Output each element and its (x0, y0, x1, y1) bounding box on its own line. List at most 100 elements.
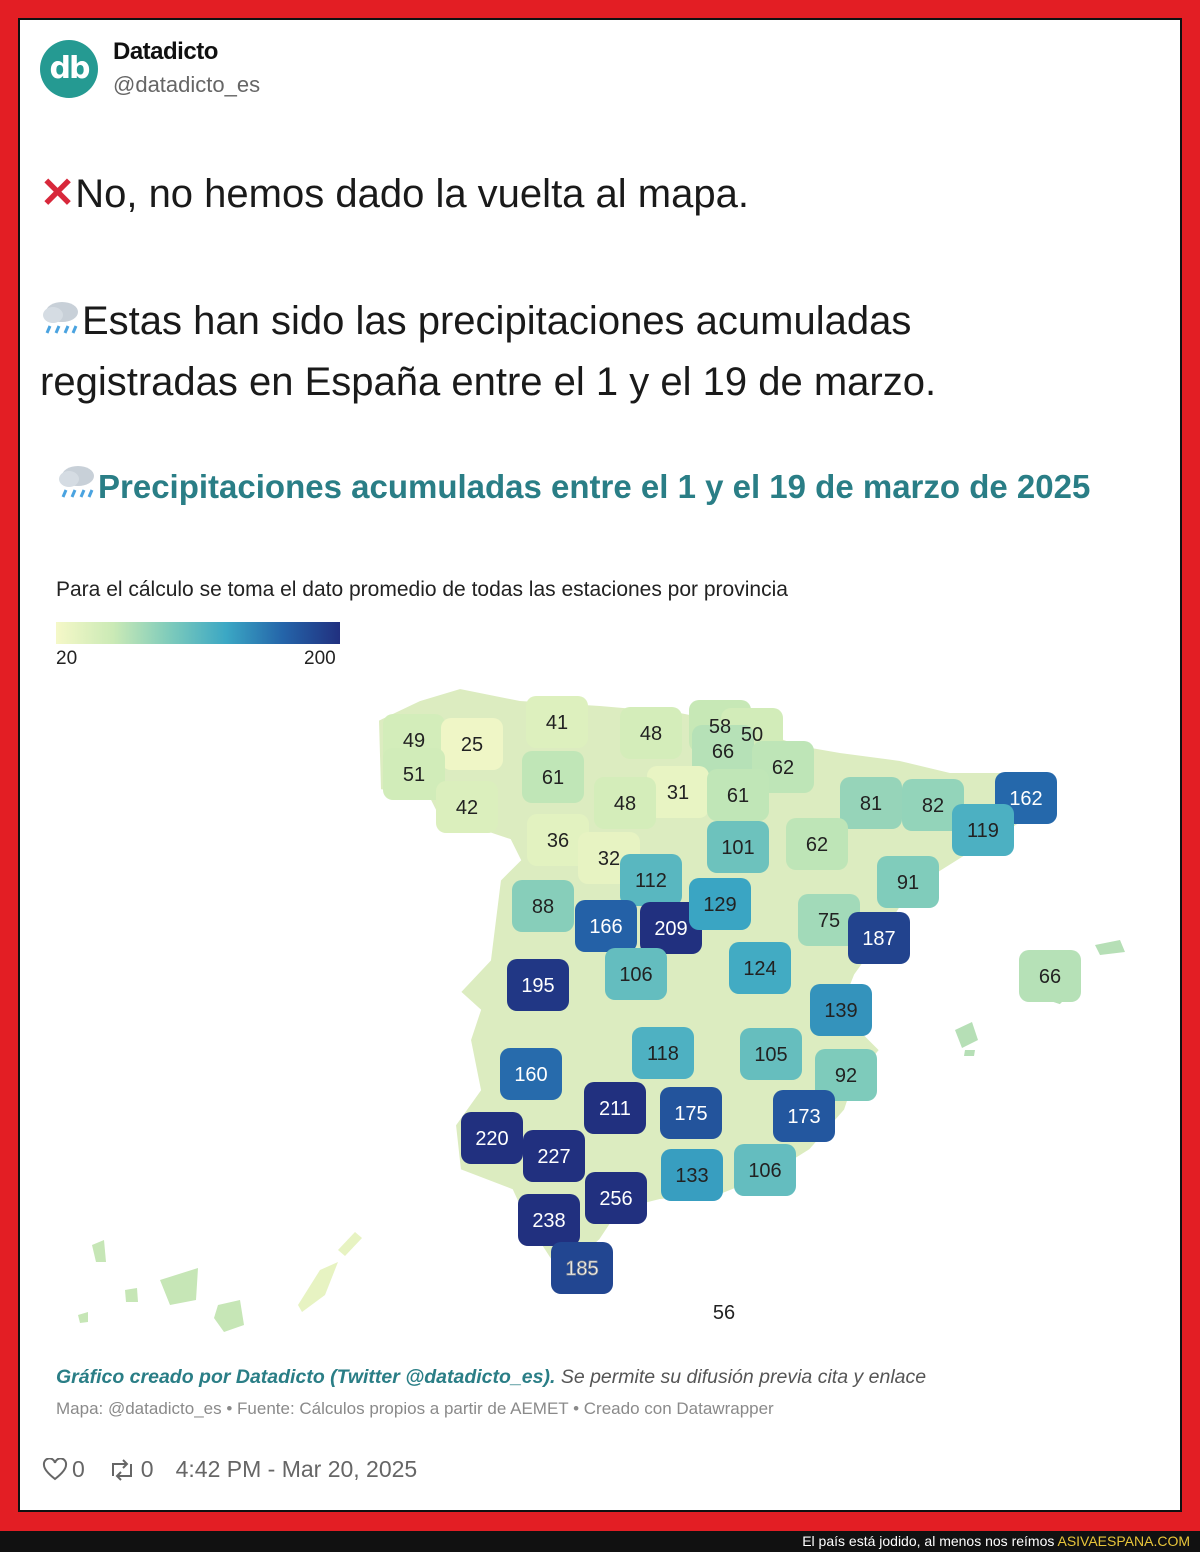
rain-cloud-icon (43, 302, 78, 334)
province-region (518, 1194, 580, 1246)
legend-min-label: 20 (56, 648, 78, 669)
province-region (436, 781, 498, 833)
like-count: 0 (72, 1456, 85, 1482)
heart-icon[interactable] (42, 1457, 68, 1482)
chart-subtitle: Para el cálculo se toma el dato promedio… (56, 578, 788, 601)
region-value-label: 106 (619, 964, 652, 986)
cross-mark-icon: ✕ (40, 169, 76, 216)
province-region (461, 1112, 523, 1164)
region-value-label: 48 (614, 793, 636, 815)
region-value-label: 75 (818, 910, 840, 932)
tweet-timestamp[interactable]: 4:42 PM - Mar 20, 2025 (175, 1456, 418, 1482)
province-region (840, 777, 902, 829)
chart-credit: Gráfico creado por Datadicto (Twitter @d… (56, 1366, 926, 1389)
author-name[interactable]: Datadicto (113, 38, 218, 65)
formentera-island (964, 1050, 975, 1056)
province-region (512, 880, 574, 932)
region-value-label: 106 (748, 1160, 781, 1182)
region-value-label: 133 (675, 1165, 708, 1187)
region-value-label: 82 (922, 795, 944, 817)
province-region (584, 1082, 646, 1134)
canarias-island-2 (78, 1312, 88, 1323)
tweet-text-1: No, no hemos dado la vuelta al mapa. (75, 172, 749, 216)
tweet-line-1: ✕No, no hemos dado la vuelta al mapa. (40, 168, 749, 217)
province-region (585, 1172, 647, 1224)
province-region (773, 1090, 835, 1142)
region-value-label: 32 (598, 848, 620, 870)
province-region (605, 948, 667, 1000)
canarias-island-3 (125, 1288, 138, 1302)
province-region (507, 959, 569, 1011)
region-value-label: 25 (461, 734, 483, 756)
tweet-line-2: Estas han sido las precipitaciones acumu… (40, 298, 911, 344)
rain-cloud-icon (59, 466, 94, 498)
province-region (798, 894, 860, 946)
region-value-label: 36 (547, 830, 569, 852)
tweet-footer: 0 0 4:42 PM - Mar 20, 2025 (42, 1456, 417, 1483)
province-region (383, 748, 445, 800)
region-value-label: 211 (599, 1098, 631, 1120)
region-value-label: 51 (403, 764, 425, 786)
province-region (692, 725, 754, 777)
region-value-label: 238 (532, 1210, 565, 1232)
region-value-label: 81 (860, 793, 882, 815)
region-value-label: 162 (1009, 788, 1042, 810)
province-region (734, 1144, 796, 1196)
province-region (786, 818, 848, 870)
chart-title: Precipitaciones acumuladas entre el 1 y … (56, 462, 1116, 508)
province-region (522, 751, 584, 803)
province-region (632, 1027, 694, 1079)
watermark-banner: El país está jodido, al menos nos reímos… (0, 1531, 1200, 1552)
region-value-label: 105 (754, 1044, 787, 1066)
region-value-label: 50 (741, 724, 763, 746)
banner-site: ASIVAESPANA.COM (1057, 1533, 1190, 1549)
canarias-island-7 (338, 1232, 362, 1256)
region-value-label: 173 (787, 1106, 820, 1128)
region-value-label: 256 (599, 1188, 632, 1210)
region-value-label: 48 (640, 723, 662, 745)
province-region (441, 718, 503, 770)
region-value-label: 91 (897, 872, 919, 894)
region-value-label: 49 (403, 730, 425, 752)
region-value-label: 112 (635, 870, 667, 892)
region-value-label: 166 (589, 916, 622, 938)
author-handle[interactable]: @datadicto_es (113, 72, 261, 97)
province-region (526, 696, 588, 748)
province-region (707, 821, 769, 873)
province-region (647, 766, 709, 818)
region-value-label: 41 (546, 712, 568, 734)
credit-bold-text: Gráfico creado por Datadicto (Twitter @d… (56, 1366, 556, 1388)
region-value-label: 92 (835, 1065, 857, 1087)
chart-source: Mapa: @datadicto_es • Fuente: Cálculos p… (56, 1399, 774, 1418)
province-region (575, 900, 637, 952)
province-region (877, 856, 939, 908)
retweet-count: 0 (140, 1456, 154, 1482)
retweet-icon[interactable] (107, 1458, 137, 1482)
region-value-label: 124 (743, 958, 776, 980)
province-region (952, 804, 1014, 856)
tweet-text-2: Estas han sido las precipitaciones acumu… (82, 299, 912, 343)
province-region (810, 984, 872, 1036)
chart-title-text: Precipitaciones acumuladas entre el 1 y … (98, 468, 1091, 505)
region-value-label: 118 (647, 1043, 679, 1065)
region-value-label: 139 (824, 1000, 857, 1022)
legend-max-label: 200 (304, 648, 336, 669)
region-value-label: 187 (862, 928, 895, 950)
credit-rest-text: Se permite su difusión previa cita y enl… (560, 1366, 927, 1388)
region-value-label: 185 (565, 1258, 598, 1280)
ibiza-island (955, 1022, 978, 1048)
province-region (848, 912, 910, 964)
region-value-label: 160 (514, 1064, 547, 1086)
tweet-text-3: registradas en España entre el 1 y el 19… (40, 360, 937, 404)
province-region (707, 769, 769, 821)
menorca-island (1095, 940, 1125, 955)
region-value-label: 101 (721, 837, 754, 859)
region-value-label: 62 (806, 834, 828, 856)
province-region (661, 1149, 723, 1201)
province-region (500, 1048, 562, 1100)
region-value-label: 66 (1039, 966, 1061, 988)
avatar[interactable]: db (40, 40, 98, 98)
region-value-label: 66 (712, 741, 734, 763)
province-region (729, 942, 791, 994)
